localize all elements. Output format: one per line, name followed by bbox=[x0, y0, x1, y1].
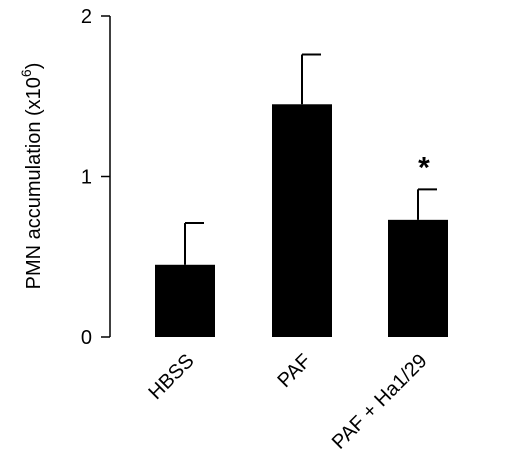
y-axis-title-main: PMN accumulation (x10 bbox=[23, 77, 45, 289]
y-tick-label: 1 bbox=[81, 167, 92, 189]
axes: 0 1 2 bbox=[81, 6, 111, 349]
error-bars bbox=[184, 53, 437, 265]
bars bbox=[155, 104, 448, 338]
y-axis-title: PMN accumulation (x106) bbox=[18, 63, 45, 290]
y-axis-title-superscript: 6 bbox=[18, 69, 34, 77]
bar bbox=[155, 264, 215, 337]
y-tick-label: 0 bbox=[81, 327, 92, 349]
significance-marker: * bbox=[418, 151, 430, 184]
annotations: * bbox=[418, 151, 430, 184]
y-axis-title-suffix: ) bbox=[23, 63, 45, 70]
x-category-label: PAF bbox=[274, 350, 316, 392]
y-ticks bbox=[101, 15, 110, 338]
category-labels: HBSS PAF PAF + Ha1/29 bbox=[144, 350, 431, 454]
x-category-label: HBSS bbox=[144, 350, 198, 404]
y-tick-label: 2 bbox=[81, 6, 92, 28]
x-category-label: PAF + Ha1/29 bbox=[328, 350, 432, 454]
y-tick-labels: 0 1 2 bbox=[81, 6, 92, 349]
bar bbox=[272, 104, 332, 338]
bar bbox=[388, 219, 448, 337]
